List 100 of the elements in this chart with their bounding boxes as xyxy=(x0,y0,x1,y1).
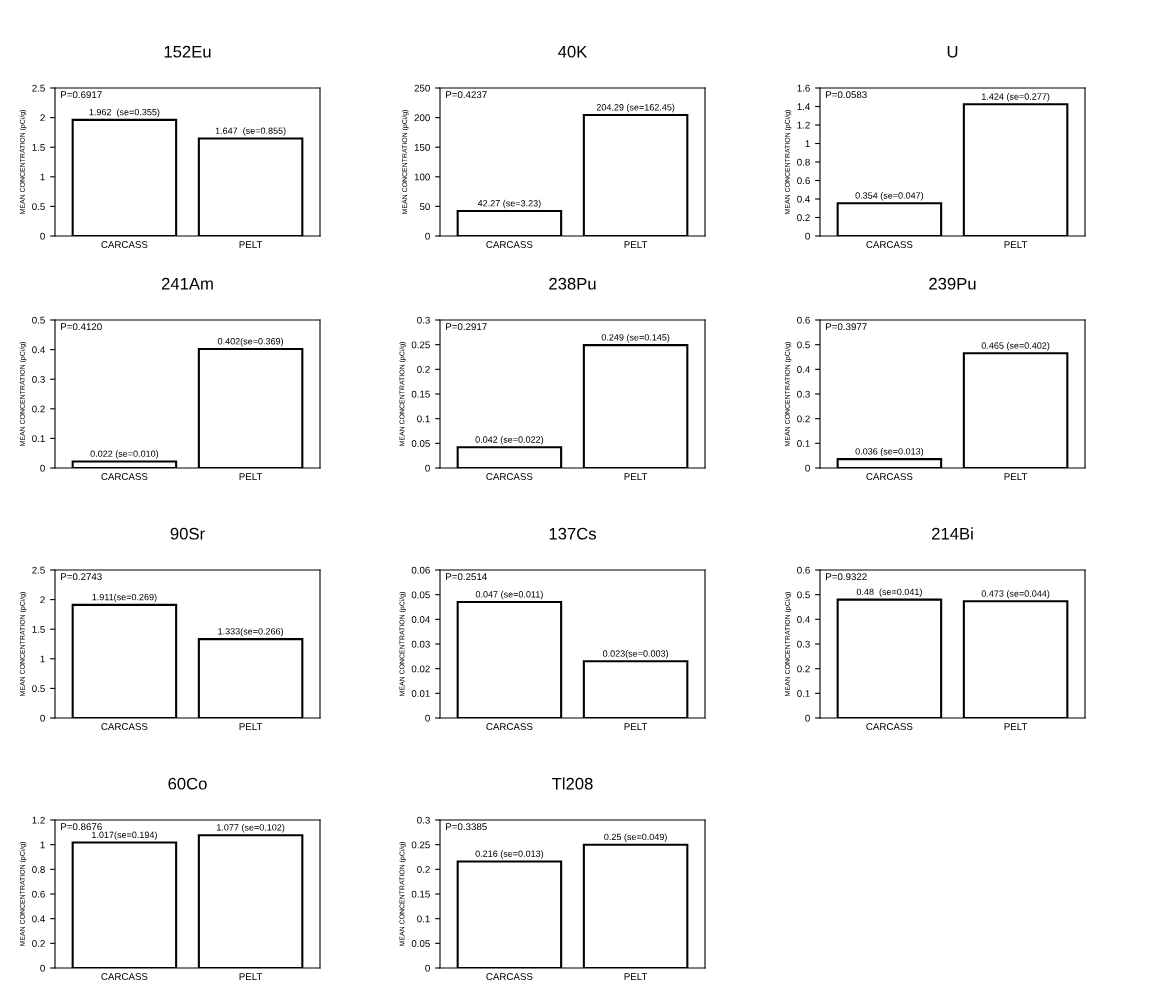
chart-title: U xyxy=(947,45,958,58)
data-label: 1.911(se=0.269) xyxy=(92,593,157,603)
y-tick-label: 1.5 xyxy=(32,626,45,633)
data-label: 1.962 (se=0.355) xyxy=(89,108,160,118)
annotation: P=0.9322 xyxy=(826,573,867,581)
y-tick-label: 150 xyxy=(414,143,430,151)
x-tick-label: CARCASS xyxy=(486,473,533,480)
data-label: 42.27 (se=3.23) xyxy=(477,199,541,209)
x-tick-label: PELT xyxy=(1004,723,1028,730)
y-tick-label: 0.15 xyxy=(411,390,430,398)
annotation: P=0.2917 xyxy=(446,323,487,331)
y-tick-label: 0 xyxy=(40,714,45,722)
y-tick-label: 0.3 xyxy=(32,375,45,383)
data-label: 0.354 (se=0.047) xyxy=(855,192,924,201)
y-tick-label: 0.5 xyxy=(797,341,810,349)
y-tick-label: 0.2 xyxy=(417,866,430,873)
y-tick-label: 0.4 xyxy=(32,915,45,923)
y-tick-label: 0.2 xyxy=(32,405,45,413)
y-tick-label: 1 xyxy=(805,140,810,148)
y-tick-label: 0.03 xyxy=(411,640,430,648)
y-tick-label: 0 xyxy=(805,464,810,472)
data-label: 1.333(se=0.266) xyxy=(218,627,284,637)
y-tick-label: 0.1 xyxy=(797,690,810,697)
chart-title: 239Pu xyxy=(929,277,976,290)
x-tick-label: PELT xyxy=(624,723,648,730)
y-tick-label: 0.05 xyxy=(411,440,430,447)
y-tick-label: 0.1 xyxy=(797,440,810,447)
y-tick-label: 250 xyxy=(414,84,430,92)
y-tick-label: 0 xyxy=(805,232,810,240)
annotation: P=0.4237 xyxy=(446,91,487,99)
y-tick-label: 1 xyxy=(40,173,45,181)
y-tick-label: 100 xyxy=(414,173,430,181)
y-tick-label: 0.3 xyxy=(417,816,430,824)
y-tick-label: 0.25 xyxy=(411,341,430,349)
y-tick-label: 0.04 xyxy=(411,616,430,623)
x-tick-label: PELT xyxy=(1004,241,1028,248)
x-tick-label: PELT xyxy=(624,473,648,480)
y-tick-label: 1 xyxy=(40,841,45,849)
chart-title: 40K xyxy=(558,45,588,58)
y-tick-label: 0 xyxy=(40,232,45,240)
y-tick-label: 0.5 xyxy=(32,316,45,324)
annotation: P=0.6917 xyxy=(61,91,102,99)
annotation: P=0.2514 xyxy=(446,573,487,581)
y-tick-label: 0.6 xyxy=(797,566,810,574)
y-tick-label: 1 xyxy=(40,655,45,663)
annotation: P=0.2743 xyxy=(61,573,102,581)
y-tick-label: 0.05 xyxy=(411,591,430,599)
y-tick-label: 0 xyxy=(40,964,45,972)
annotation: P=0.4120 xyxy=(61,323,102,331)
y-tick-label: 0.4 xyxy=(797,195,810,203)
data-label: 0.249 (se=0.145) xyxy=(601,333,670,343)
chart-title: 90Sr xyxy=(170,527,205,540)
chart-title: 238Pu xyxy=(549,277,596,290)
data-label: 0.042 (se=0.022) xyxy=(475,436,544,445)
data-label: 1.424 (se=0.277) xyxy=(982,93,1050,102)
x-tick-label: PELT xyxy=(239,973,263,980)
chart-title: 214Bi xyxy=(932,527,973,540)
y-tick-label: 0.1 xyxy=(417,915,430,923)
chart-title: 60Co xyxy=(168,777,207,790)
y-tick-label: 1.5 xyxy=(32,144,45,151)
y-tick-label: 2.5 xyxy=(32,84,45,92)
data-label: 1.647 (se=0.855) xyxy=(215,127,286,136)
y-tick-label: 0.02 xyxy=(411,665,430,673)
y-tick-label: 0.25 xyxy=(411,841,430,849)
y-tick-label: 0 xyxy=(40,464,45,472)
data-label: 1.077 (se=0.102) xyxy=(217,823,285,833)
x-tick-label: CARCASS xyxy=(101,723,148,730)
y-tick-label: 0 xyxy=(425,714,430,722)
y-tick-label: 0.01 xyxy=(411,690,430,697)
x-tick-label: CARCASS xyxy=(866,723,913,730)
y-tick-label: 2 xyxy=(40,596,45,604)
data-label: 0.402(se=0.369) xyxy=(217,337,284,347)
y-tick-label: 1.4 xyxy=(797,103,810,111)
y-tick-label: 0.05 xyxy=(411,940,430,947)
y-tick-label: 0.8 xyxy=(797,158,810,166)
y-tick-label: 0.15 xyxy=(411,890,430,898)
y-tick-label: 0.2 xyxy=(417,366,430,373)
y-tick-label: 0.6 xyxy=(797,177,810,185)
y-tick-label: 2.5 xyxy=(32,566,45,574)
chart-title: Tl208 xyxy=(552,777,593,790)
x-tick-label: CARCASS xyxy=(101,241,148,248)
y-tick-label: 0.06 xyxy=(411,566,430,574)
y-tick-label: 0.4 xyxy=(797,366,810,373)
x-tick-label: CARCASS xyxy=(866,241,913,248)
x-tick-label: CARCASS xyxy=(866,473,913,480)
y-tick-label: 0.5 xyxy=(32,203,45,211)
data-label: 0.036 (se=0.013) xyxy=(855,447,924,457)
y-tick-label: 0.4 xyxy=(797,616,810,623)
y-tick-label: 0.2 xyxy=(797,665,810,673)
data-label: 1.017(se=0.194) xyxy=(92,831,157,840)
x-tick-label: PELT xyxy=(1004,473,1028,480)
y-tick-label: 1.6 xyxy=(797,84,810,92)
y-tick-label: 0.1 xyxy=(32,435,45,443)
data-label: 0.047 (se=0.011) xyxy=(475,590,543,600)
x-tick-label: PELT xyxy=(239,723,263,730)
y-tick-label: 0.8 xyxy=(32,866,45,873)
x-tick-label: PELT xyxy=(239,241,263,248)
data-label: 0.023(se=0.003) xyxy=(602,650,669,659)
x-tick-label: CARCASS xyxy=(486,723,533,730)
data-label: 204.29 (se=162.45) xyxy=(596,103,675,113)
